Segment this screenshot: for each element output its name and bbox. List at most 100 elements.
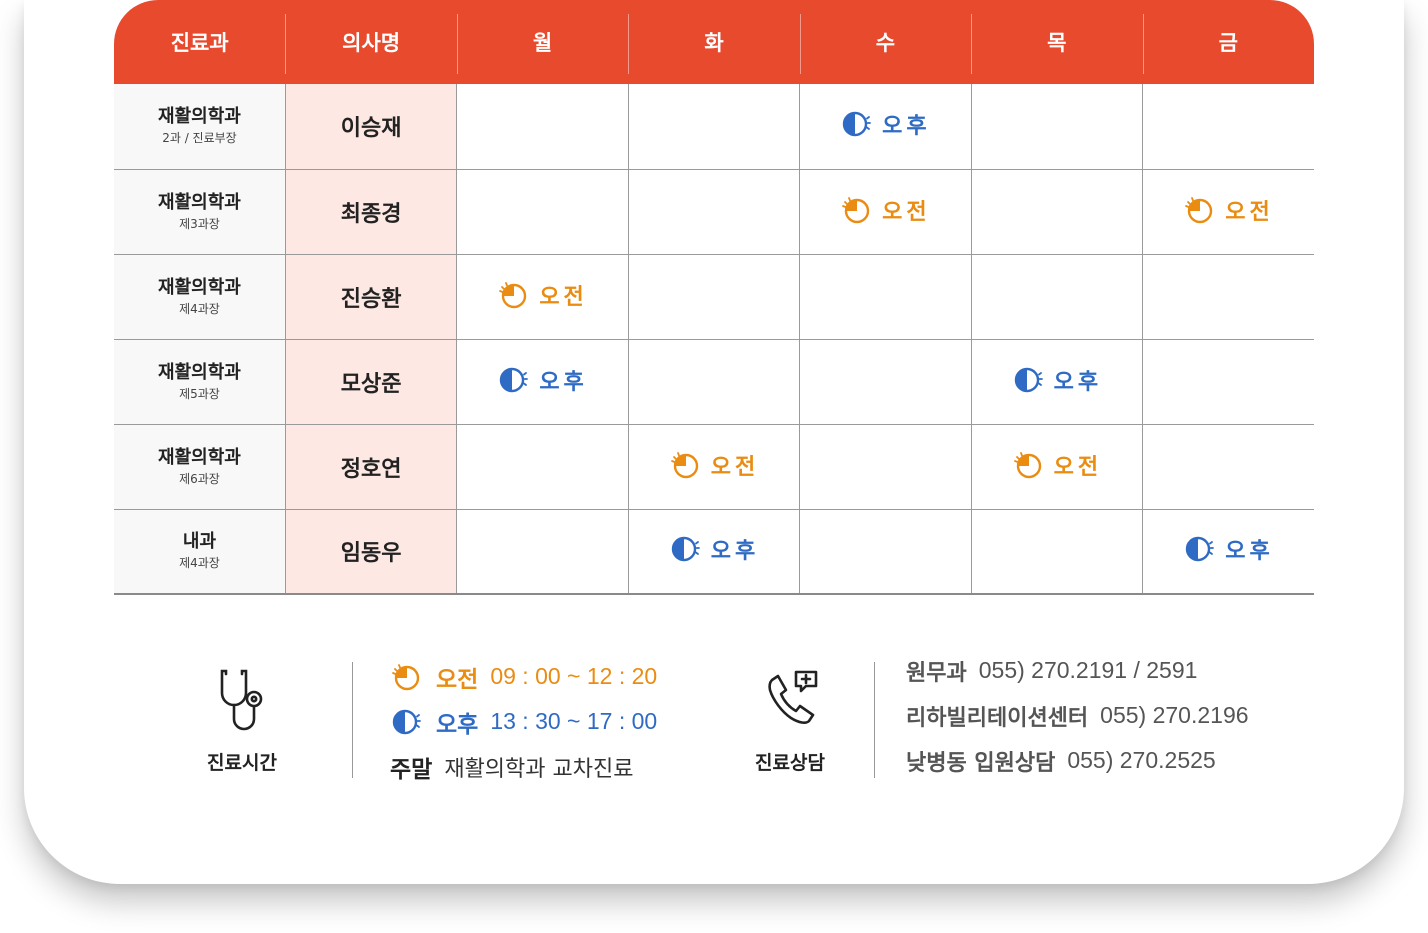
header-department: 진료과 [114, 0, 286, 84]
slot-badge: 오후 [1012, 364, 1102, 396]
dept-title: 제3과장 [179, 216, 220, 231]
contact-number[interactable]: 055) 270.2196 [1100, 702, 1249, 728]
afternoon-clock-icon [842, 112, 872, 137]
slot-label: 오전 [1225, 199, 1274, 225]
afternoon-clock-icon [1014, 367, 1043, 392]
slot-cell-mon [456, 509, 629, 595]
header-fri: 금 [1142, 0, 1314, 84]
slot-cell-thu [970, 84, 1143, 170]
slot-cell-thu [970, 169, 1143, 255]
morning-clock-icon [670, 451, 698, 478]
slot-badge: 오전 [840, 194, 930, 226]
header-thu: 목 [971, 0, 1143, 84]
afternoon-clock-icon [1186, 537, 1215, 562]
am-label: 오전 [436, 666, 479, 693]
slot-cell-wed: 오후 [799, 84, 972, 170]
table-row: 재활의학과 2과 / 진료부장 이승재 오후 [114, 84, 1314, 170]
slot-cell-mon [456, 169, 629, 255]
hours-label: 진료시간 [207, 752, 277, 774]
slot-label: 오전 [539, 284, 588, 310]
slot-badge: 오전 [1183, 194, 1273, 226]
pm-label: 오후 [436, 711, 479, 738]
slot-cell-thu: 오후 [970, 339, 1143, 425]
table-header-row: 진료과 의사명 월 화 수 목 금 [114, 0, 1314, 84]
slot-badge: 오후 [669, 533, 759, 565]
slot-cell-fri [1142, 84, 1314, 170]
afternoon-clock-icon [671, 537, 700, 562]
table-row: 재활의학과 제6과장 정호연 오전 오전 [114, 424, 1314, 510]
doctor-schedule-table: 진료과 의사명 월 화 수 목 금 재활의학과 2과 / 진료부장 이승재 오후 재활의… [114, 0, 1314, 595]
header-mon: 월 [456, 0, 629, 84]
hours-pm-row: 오후 13 : 30 ~ 17 : 00 [390, 699, 657, 744]
slot-label: 오전 [710, 454, 760, 480]
slot-badge: 오후 [497, 364, 587, 396]
dept-cell: 재활의학과 2과 / 진료부장 [114, 84, 286, 170]
slot-cell-mon [456, 84, 629, 170]
phone-chat-icon [768, 670, 818, 724]
slot-cell-fri [1142, 424, 1314, 510]
contact-name: 원무과 [906, 660, 967, 686]
weekend-label: 주말 [390, 756, 433, 783]
am-time: 09 : 00 ~ 12 : 20 [490, 663, 658, 689]
contact-number[interactable]: 055) 270.2191 / 2591 [978, 657, 1198, 683]
hours-block: 진료시간 [172, 666, 312, 775]
doctor-name: 진승환 [284, 254, 457, 340]
slot-cell-wed [799, 509, 972, 595]
slot-badge: 오전 [1012, 449, 1102, 481]
dept-cell: 재활의학과 제4과장 [114, 254, 286, 340]
dept-name: 재활의학과 [158, 446, 241, 468]
stethoscope-icon [220, 669, 263, 731]
afternoon-clock-icon [500, 367, 529, 392]
slot-cell-thu [970, 254, 1143, 340]
slot-cell-wed [799, 254, 972, 340]
slot-label: 오후 [1053, 369, 1103, 395]
slot-cell-thu [970, 509, 1143, 595]
dept-cell: 재활의학과 제5과장 [114, 339, 286, 425]
weekend-text: 재활의학과 교차진료 [444, 756, 634, 782]
slot-label: 오후 [1225, 539, 1274, 565]
dept-name: 재활의학과 [158, 276, 241, 298]
header-tue: 화 [628, 0, 800, 84]
contact-number[interactable]: 055) 270.2525 [1067, 747, 1216, 773]
morning-clock-icon [842, 196, 870, 223]
slot-cell-thu: 오전 [970, 424, 1143, 510]
slot-cell-tue [627, 84, 800, 170]
slot-badge: 오전 [497, 279, 587, 311]
morning-clock-icon [1185, 196, 1213, 223]
dept-name: 재활의학과 [158, 106, 241, 128]
divider [352, 662, 353, 778]
info-section: 진료시간 오전 09 : 00 ~ 12 : 20 오후 13 : 30 ~ 1… [0, 640, 1428, 800]
slot-badge: 오후 [1183, 533, 1273, 565]
morning-clock-icon [392, 663, 420, 690]
slot-cell-tue [627, 169, 800, 255]
dept-title: 제6과장 [179, 471, 220, 486]
slot-label: 오전 [882, 199, 931, 225]
dept-title: 2과 / 진료부장 [162, 131, 237, 146]
slot-cell-wed: 오전 [799, 169, 972, 255]
doctor-name: 정호연 [284, 424, 457, 510]
slot-badge: 오전 [669, 449, 759, 481]
consult-label: 진료상담 [755, 752, 825, 774]
pm-time: 13 : 30 ~ 17 : 00 [490, 708, 658, 734]
hours-am-row: 오전 09 : 00 ~ 12 : 20 [390, 654, 657, 699]
slot-cell-tue [627, 339, 800, 425]
contact-row: 원무과 055) 270.2191 / 2591 [906, 648, 1249, 693]
doctor-name: 임동우 [284, 509, 457, 595]
slot-label: 오후 [539, 369, 588, 395]
morning-clock-icon [499, 281, 527, 308]
slot-cell-fri: 오후 [1142, 509, 1314, 595]
hours-weekend-row: 주말 재활의학과 교차진료 [390, 744, 657, 789]
slot-cell-tue: 오전 [627, 424, 800, 510]
table-row: 재활의학과 제3과장 최종경 오전 오전 [114, 169, 1314, 255]
slot-cell-wed [799, 424, 972, 510]
contact-row: 리하빌리테이션센터 055) 270.2196 [906, 693, 1249, 738]
slot-cell-wed [799, 339, 972, 425]
slot-cell-fri [1142, 339, 1314, 425]
slot-badge: 오후 [840, 108, 930, 140]
dept-title: 제5과장 [179, 386, 220, 401]
dept-name: 재활의학과 [158, 191, 241, 213]
morning-clock-icon [1013, 451, 1041, 478]
table-row: 내과 제4과장 임동우 오후 오후 [114, 509, 1314, 595]
